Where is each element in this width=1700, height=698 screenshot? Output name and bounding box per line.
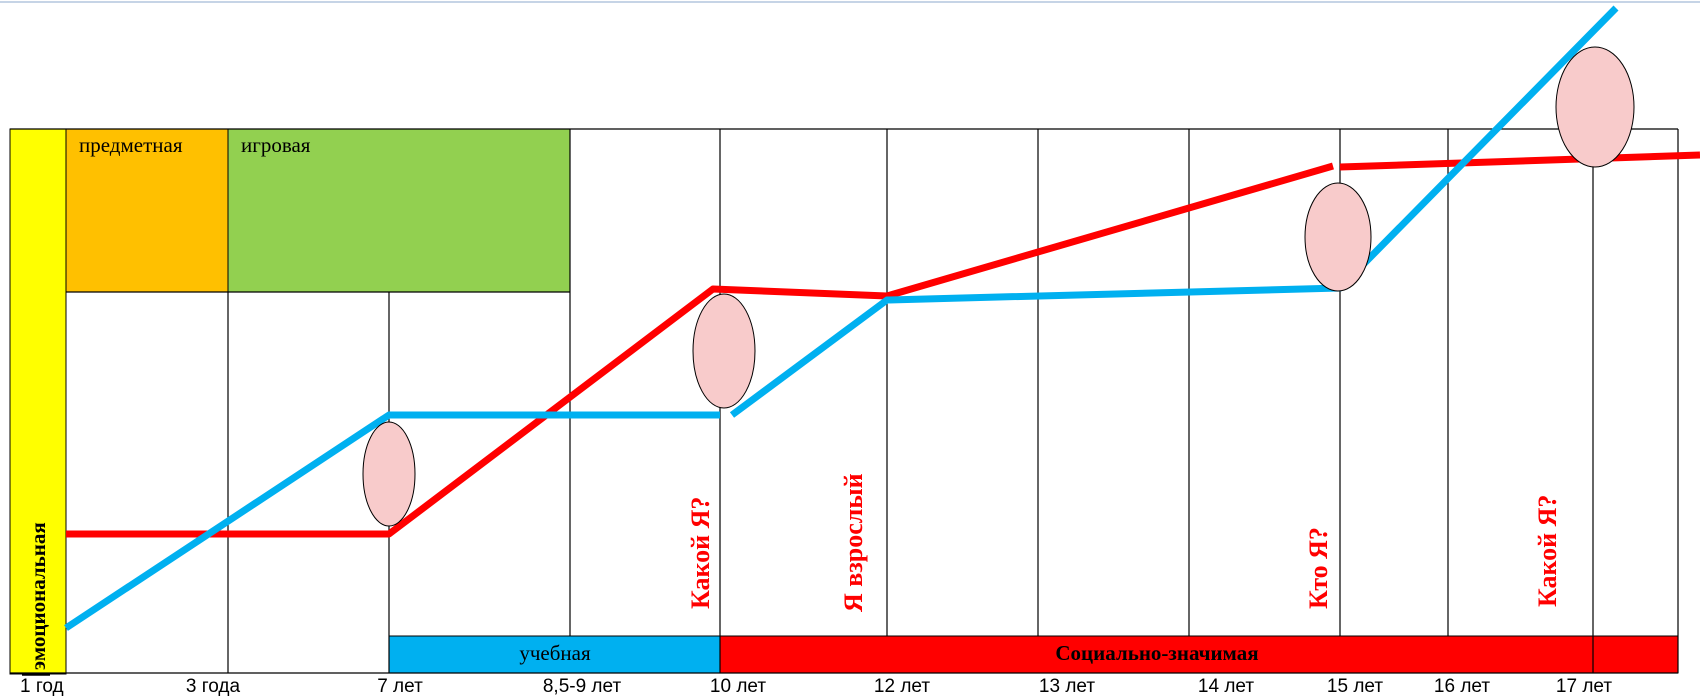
label-study-activity: учебная xyxy=(519,641,591,665)
label-social-activity: Социально-значимая xyxy=(1055,641,1258,665)
label-emotional-activity: эмоциональная xyxy=(26,522,50,670)
age-label: 14 лет xyxy=(1198,676,1254,697)
crisis-ellipse-17 xyxy=(1555,46,1635,168)
blue-development-line xyxy=(64,411,720,631)
block-emotional xyxy=(9,128,67,675)
label-play-activity: игровая xyxy=(241,133,311,157)
block-object-activity xyxy=(65,128,229,293)
age-label: 8,5-9 лет xyxy=(543,676,622,697)
crisis-ellipse-10 xyxy=(692,293,756,409)
age-axis: 1 год 3 года 7 лет 8,5-9 лет 10 лет 12 л… xyxy=(20,676,1612,697)
age-label: 7 лет xyxy=(377,676,423,697)
crisis-ellipse-15 xyxy=(1304,182,1372,292)
label-object-activity: предметная xyxy=(79,133,183,157)
age-label: 15 лет xyxy=(1327,676,1383,697)
age-label: 16 лет xyxy=(1434,676,1490,697)
red-development-line-segment xyxy=(1339,151,1700,171)
age-label: 13 лет xyxy=(1039,676,1095,697)
age-label: 10 лет xyxy=(710,676,766,697)
question-which-am-i-10: Какой Я? xyxy=(686,497,715,609)
question-which-am-i-17: Какой Я? xyxy=(1533,495,1562,607)
age-label: 12 лет xyxy=(874,676,930,697)
age-label: 1 год xyxy=(20,676,64,697)
question-who-am-i-15: Кто Я? xyxy=(1304,527,1333,609)
question-i-am-adult-12: Я взрослый xyxy=(839,473,868,612)
age-label: 3 года xyxy=(186,676,241,697)
age-label: 17 лет xyxy=(1556,676,1612,697)
red-development-line xyxy=(66,162,1334,538)
crisis-ellipse-7 xyxy=(362,421,416,527)
blue-development-line-segment xyxy=(729,5,1619,418)
